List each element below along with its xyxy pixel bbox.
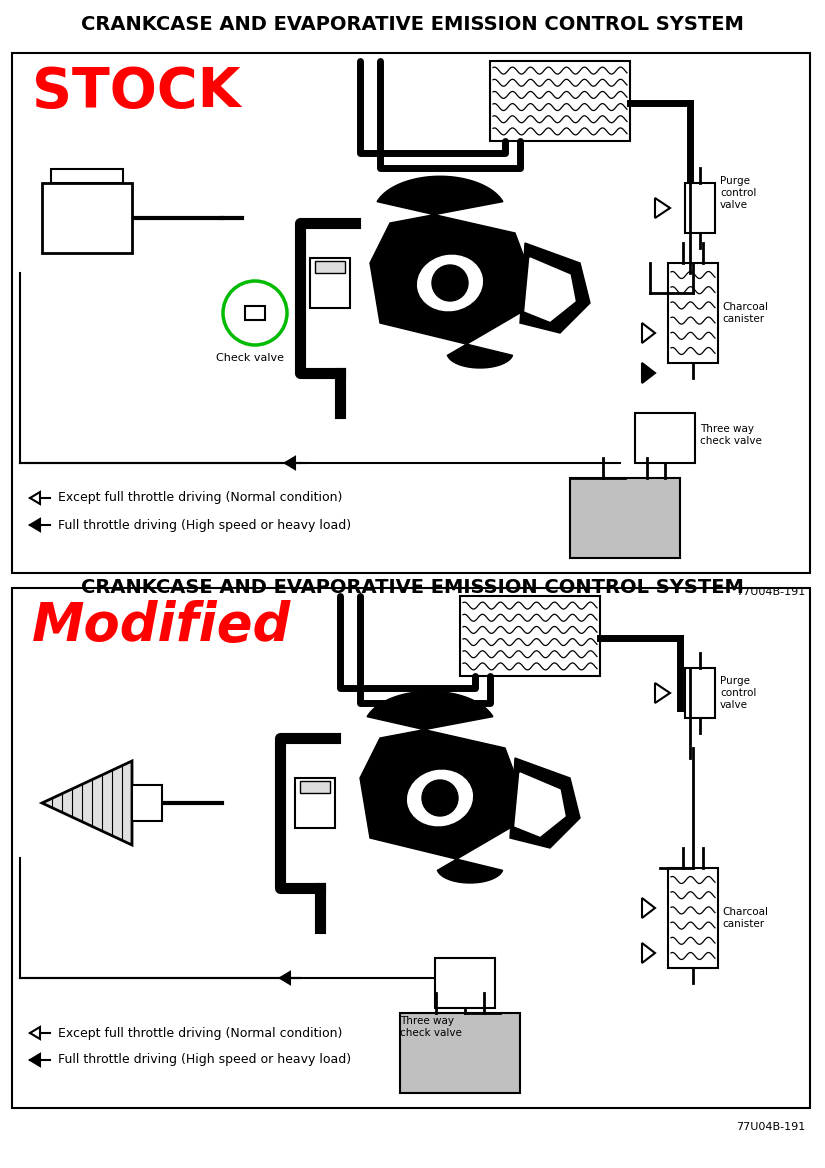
Polygon shape (360, 691, 520, 883)
Polygon shape (520, 243, 590, 333)
Bar (245, 306, 265, 320)
Polygon shape (642, 324, 655, 343)
Text: CRANKCASE AND EVAPORATIVE EMISSION CONTROL SYSTEM: CRANKCASE AND EVAPORATIVE EMISSION CONTR… (81, 15, 743, 34)
Circle shape (422, 780, 458, 816)
Text: Purge
control
valve: Purge control valve (720, 676, 757, 710)
Bar (637, 415, 693, 461)
Bar (310, 258, 350, 308)
Polygon shape (525, 258, 575, 321)
Polygon shape (655, 199, 670, 218)
Polygon shape (370, 176, 530, 368)
Bar (12, 588, 810, 1108)
Text: Except full throttle driving (Normal condition): Except full throttle driving (Normal con… (58, 492, 342, 505)
Text: Full throttle driving (High speed or heavy load): Full throttle driving (High speed or hea… (58, 519, 351, 531)
Text: Full throttle driving (High speed or heavy load): Full throttle driving (High speed or hea… (58, 1054, 351, 1066)
Bar (490, 61, 630, 141)
Text: Check valve: Check valve (216, 353, 284, 363)
Polygon shape (30, 492, 40, 505)
Text: Except full throttle driving (Normal condition): Except full throttle driving (Normal con… (58, 1027, 342, 1040)
Polygon shape (280, 972, 290, 983)
Text: CRANKCASE AND EVAPORATIVE EMISSION CONTROL SYSTEM: CRANKCASE AND EVAPORATIVE EMISSION CONTR… (81, 578, 743, 597)
Bar (570, 478, 680, 558)
Polygon shape (655, 683, 670, 703)
Bar (668, 868, 718, 968)
Bar (315, 260, 345, 273)
Bar (12, 53, 810, 573)
Text: 77U04B-191: 77U04B-191 (736, 1122, 805, 1132)
Polygon shape (642, 363, 655, 383)
Polygon shape (285, 457, 295, 470)
Bar (685, 668, 715, 718)
Bar (460, 596, 600, 676)
Ellipse shape (408, 771, 473, 826)
Polygon shape (510, 758, 580, 848)
Text: Modified: Modified (32, 600, 291, 652)
Text: STOCK: STOCK (32, 65, 241, 119)
Polygon shape (642, 943, 655, 962)
Polygon shape (30, 519, 40, 531)
Polygon shape (42, 762, 132, 844)
Text: Charcoal
canister: Charcoal canister (722, 303, 768, 324)
Polygon shape (30, 1027, 40, 1040)
Polygon shape (515, 773, 565, 836)
Bar (400, 1013, 520, 1093)
Polygon shape (642, 898, 655, 918)
Ellipse shape (417, 256, 483, 311)
Bar (437, 960, 493, 1006)
Bar (668, 263, 718, 363)
Bar (300, 781, 330, 793)
Bar (635, 413, 695, 463)
Bar (51, 169, 123, 183)
Bar (685, 183, 715, 232)
Bar (42, 183, 132, 253)
Polygon shape (30, 1054, 40, 1066)
Text: Three way
check valve: Three way check valve (700, 424, 761, 446)
Circle shape (432, 265, 468, 301)
Text: 77U04B-191: 77U04B-191 (736, 588, 805, 597)
Text: Charcoal
canister: Charcoal canister (722, 908, 768, 929)
Text: Three way
check valve: Three way check valve (400, 1016, 462, 1037)
Bar (132, 785, 162, 821)
Bar (435, 958, 495, 1008)
Bar (295, 778, 335, 828)
Text: Purge
control
valve: Purge control valve (720, 176, 757, 209)
